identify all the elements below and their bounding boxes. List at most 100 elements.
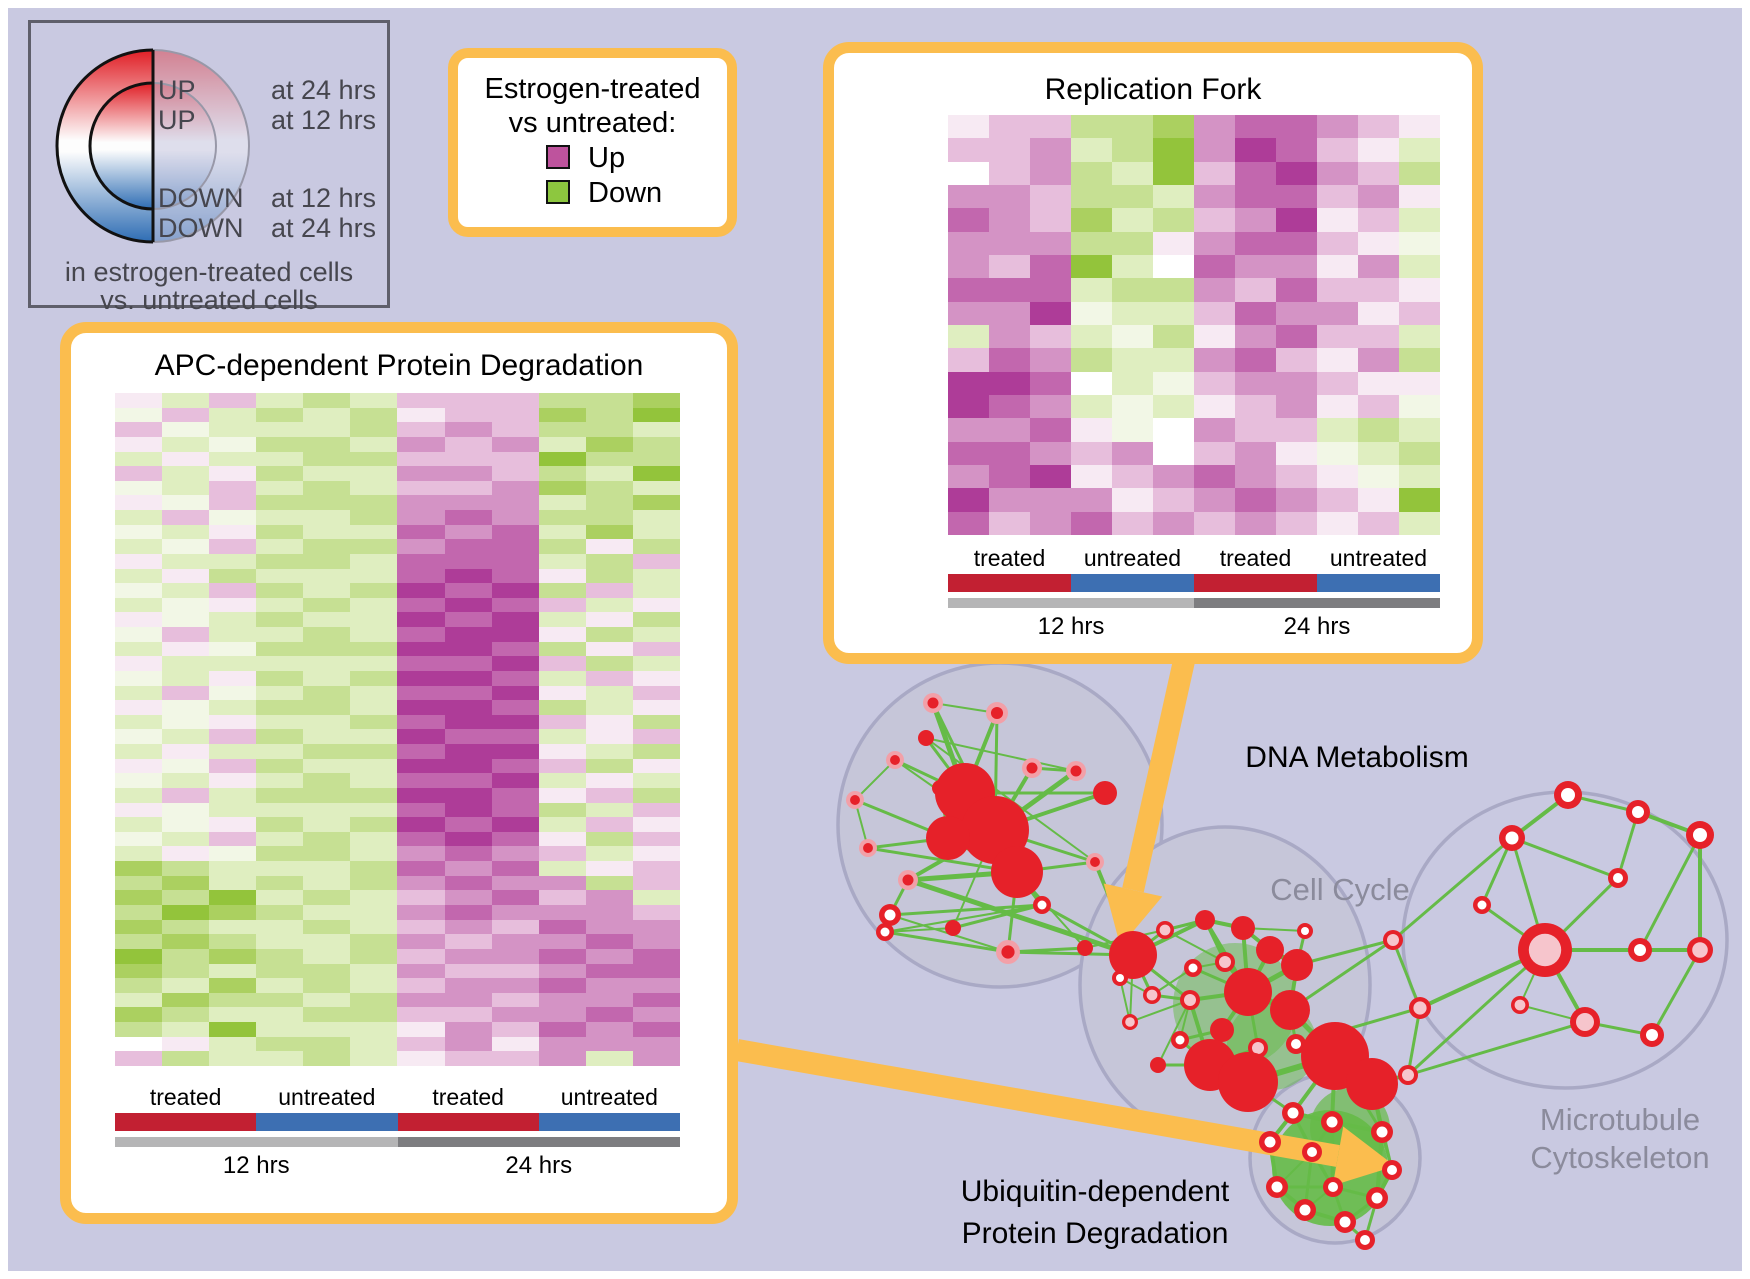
heatmap-cell xyxy=(350,568,398,584)
network-node-core xyxy=(1175,1035,1185,1045)
heatmap-cell xyxy=(303,700,351,715)
heatmap-cell xyxy=(1358,138,1399,162)
heatmap-cell xyxy=(303,407,351,423)
network-node-core xyxy=(1339,1216,1351,1228)
condition-label: treated xyxy=(432,1084,504,1110)
heatmap-cell xyxy=(350,510,398,525)
heatmap-cell xyxy=(491,700,539,715)
heatmap-cell xyxy=(256,466,304,481)
network-node-core xyxy=(1070,765,1082,777)
heatmap-cell xyxy=(1194,115,1235,139)
heatmap-cell xyxy=(397,510,445,525)
heatmap-cell xyxy=(1030,208,1071,232)
heatmap-cell xyxy=(162,524,210,540)
heatmap-cell xyxy=(350,714,398,730)
ring-label-time: at 12 hrs xyxy=(271,183,377,213)
heatmap-cell xyxy=(444,963,492,979)
heatmap-cell xyxy=(632,583,680,598)
heatmap-cell xyxy=(632,817,680,832)
heatmap-cell xyxy=(1071,371,1112,395)
network-node-core xyxy=(1693,828,1707,842)
heatmap-cell xyxy=(397,451,445,467)
network-edge xyxy=(889,903,1043,917)
heatmap-cell xyxy=(1276,278,1317,302)
heatmap-cell xyxy=(1276,348,1317,372)
network-node-core xyxy=(1371,1192,1383,1204)
heatmap-cell xyxy=(1276,208,1317,232)
heatmap-cell xyxy=(538,641,586,657)
network-node-core xyxy=(884,909,896,921)
heatmap-cell xyxy=(989,418,1030,442)
heatmap-cell xyxy=(115,802,163,818)
down-label: Down xyxy=(588,177,663,209)
heatmap-cell xyxy=(491,568,539,584)
heatmap-cell xyxy=(585,963,633,979)
heatmap-cell xyxy=(209,875,257,891)
heatmap-cell xyxy=(1399,184,1440,209)
heatmap-cell xyxy=(350,495,398,510)
heatmap-cell xyxy=(491,524,539,540)
heatmap-cell xyxy=(1112,184,1153,209)
heatmap-cell xyxy=(1399,161,1440,185)
heatmap-cell xyxy=(444,1036,492,1052)
network-node-core xyxy=(1219,956,1231,968)
heatmap-cell xyxy=(585,568,633,584)
heatmap-cell xyxy=(491,934,539,949)
heatmap-cell xyxy=(1030,301,1071,325)
heatmap-cell xyxy=(256,919,304,935)
heatmap-cell xyxy=(1399,278,1440,302)
heatmap-cell xyxy=(350,451,398,467)
heatmap-cell xyxy=(1071,418,1112,442)
heatmap-cell xyxy=(1235,254,1276,279)
untreated-bar xyxy=(1071,574,1194,592)
heatmap-cell xyxy=(115,831,163,847)
heatmap-cell xyxy=(1235,441,1276,465)
heatmap-cell xyxy=(1317,488,1358,512)
network-edge xyxy=(1406,948,1547,1077)
heatmap-cell xyxy=(491,1051,539,1066)
heatmap-cell xyxy=(303,656,351,671)
heatmap-cell xyxy=(350,407,398,423)
network-node-core xyxy=(990,706,1004,720)
heatmap-cell xyxy=(1235,138,1276,162)
heatmap-cell xyxy=(209,656,257,671)
network-edge xyxy=(1650,949,1702,1036)
heatmap-cell xyxy=(115,948,163,964)
heatmap-cell xyxy=(256,904,304,920)
network-node xyxy=(1256,936,1284,964)
heatmap-cell xyxy=(1317,208,1358,232)
heatmap-cell xyxy=(444,480,492,496)
heatmap-cell xyxy=(491,656,539,671)
heatmap-cell xyxy=(632,466,680,481)
heatmap-cell xyxy=(1399,464,1440,489)
heatmap-cell xyxy=(1153,208,1194,232)
heatmap-cell xyxy=(444,802,492,818)
network-node-core xyxy=(1576,1013,1594,1031)
heatmap-cell xyxy=(256,978,304,993)
heatmap-cell xyxy=(162,685,210,701)
ring-label-dir: UP xyxy=(158,75,196,105)
heatmap-cell xyxy=(538,890,586,905)
heatmap-cell xyxy=(632,773,680,788)
heatmap-cell xyxy=(209,992,257,1008)
heatmap-cell xyxy=(1112,115,1153,139)
ring-label-time: at 12 hrs xyxy=(271,105,377,135)
heatmap-cell xyxy=(303,846,351,862)
heatmap-cell xyxy=(1317,418,1358,442)
network-node-core xyxy=(927,697,939,709)
network-edge xyxy=(884,930,1009,954)
heatmap-cell xyxy=(1112,231,1153,255)
heatmap-cell xyxy=(632,744,680,759)
heatmap-cell xyxy=(209,831,257,847)
heatmap-cell xyxy=(209,817,257,832)
heatmap-cell xyxy=(585,934,633,949)
network-node xyxy=(918,730,934,746)
heatmap-cell xyxy=(989,184,1030,209)
network-node-core xyxy=(1387,934,1399,946)
time-bars xyxy=(115,1137,680,1147)
heatmap-cell xyxy=(303,480,351,496)
heatmap-cell xyxy=(585,670,633,686)
heatmap-cell xyxy=(303,422,351,437)
heatmap-cell xyxy=(1030,161,1071,185)
heatmap-cell xyxy=(115,1051,163,1066)
